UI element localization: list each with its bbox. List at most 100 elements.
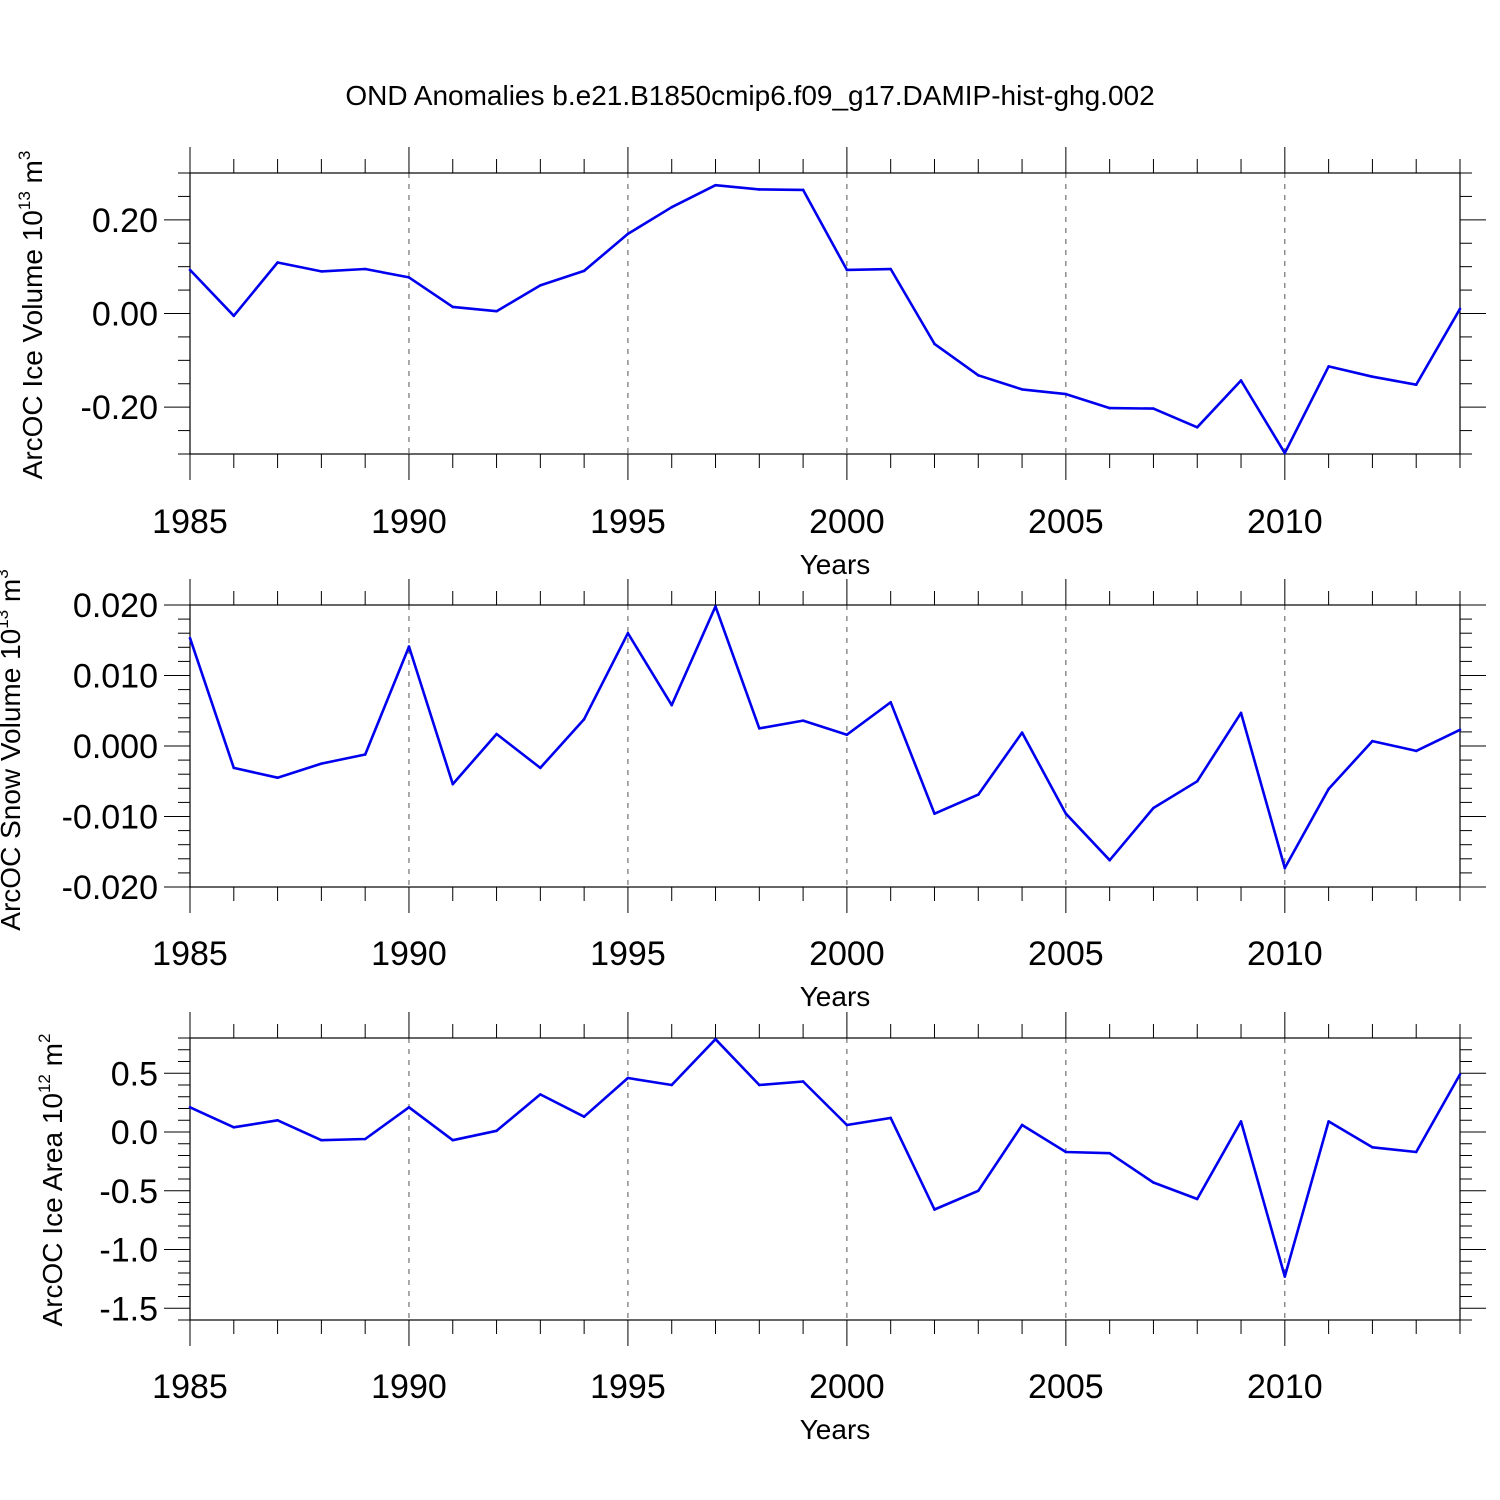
x-tick-label: 1995 [590, 935, 666, 973]
data-point [539, 1093, 542, 1096]
data-point [320, 1138, 323, 1142]
data-point [933, 812, 936, 815]
x-axis-title: Years [800, 981, 871, 1012]
data-point [1195, 1197, 1199, 1201]
y-tick-label: -0.20 [81, 389, 159, 427]
data-point [889, 267, 892, 271]
y-tick-label: -1.5 [99, 1290, 158, 1328]
data-point [276, 261, 279, 264]
plot-frame [189, 172, 1461, 455]
data-point [188, 268, 192, 272]
data-point [1020, 731, 1024, 734]
data-point [582, 717, 586, 721]
data-point [539, 766, 542, 770]
y-tick-label: 0.20 [92, 202, 158, 240]
data-point [1239, 1120, 1243, 1123]
data-point [714, 1037, 717, 1041]
data-point [232, 314, 236, 318]
y-tick-label: 0.020 [73, 587, 158, 625]
data-point [363, 753, 367, 756]
x-tick-label: 2000 [809, 935, 885, 973]
data-point [582, 269, 586, 273]
data-point [276, 776, 279, 780]
data-point [714, 605, 717, 608]
data-point [1152, 407, 1155, 410]
data-point [495, 732, 498, 736]
data-point [1239, 379, 1243, 382]
data-point [451, 1138, 455, 1142]
data-point [363, 1137, 367, 1141]
data-point [1064, 812, 1068, 815]
data-point [1458, 1073, 1462, 1076]
data-point [670, 1083, 674, 1087]
data-point [758, 188, 761, 191]
data-point [495, 1129, 498, 1133]
data-point [801, 188, 805, 192]
y-tick-label: 0.5 [111, 1055, 158, 1093]
data-point [407, 1106, 411, 1109]
data-point [495, 309, 498, 313]
data-point [582, 1115, 586, 1119]
data-point [1458, 728, 1462, 732]
x-tick-label: 2000 [809, 1368, 885, 1406]
x-tick-label: 2000 [809, 503, 885, 541]
data-point [1020, 1123, 1024, 1127]
data-point [758, 727, 761, 730]
data-point [801, 1080, 805, 1083]
data-point [363, 267, 367, 271]
data-point [407, 276, 411, 279]
x-tick-label: 1985 [152, 503, 228, 541]
panel-snow-volume: -0.020 -0.010 0.000 0.010 0.020 1985 1990 1995 2… [0, 569, 1486, 1012]
data-point [1371, 375, 1374, 379]
data-point [451, 305, 455, 309]
data-point [670, 205, 674, 209]
data-point [626, 1076, 630, 1080]
data-point [889, 1116, 892, 1120]
data-point [889, 700, 892, 704]
data-point [320, 762, 323, 765]
data-point [451, 782, 455, 786]
data-point [933, 1208, 936, 1211]
data-point [1239, 711, 1243, 715]
x-tick-label: 1985 [152, 1368, 228, 1406]
x-tick-label: 1995 [590, 1368, 666, 1406]
data-point [976, 374, 980, 377]
data-point [933, 342, 936, 346]
data-point [320, 270, 323, 273]
series-line-ice-volume [189, 183, 1462, 455]
data-point [976, 793, 980, 796]
data-point [714, 183, 717, 187]
data-point [1152, 806, 1155, 810]
x-tick-label: 2005 [1028, 935, 1104, 973]
data-point [626, 232, 630, 236]
data-point [1414, 1150, 1418, 1154]
y-tick-label: 0.0 [111, 1114, 158, 1152]
data-point [188, 1106, 192, 1109]
series-line-snow-volume [188, 605, 1461, 870]
data-point [1108, 1151, 1111, 1155]
x-tick-label: 1995 [590, 503, 666, 541]
y-tick-label: -0.020 [62, 869, 158, 907]
data-point [1371, 1145, 1374, 1149]
panel-ice-area: -1.5 -1.0 -0.5 0.0 0.5 1985 1990 1995 2000 2005 20… [35, 1012, 1486, 1445]
data-point [1020, 388, 1024, 391]
x-tick-label: 2010 [1247, 935, 1323, 973]
data-point [1283, 866, 1287, 870]
data-point [845, 733, 849, 737]
data-point [626, 631, 630, 635]
data-point [845, 1123, 849, 1127]
y-tick-label: -0.010 [62, 799, 158, 837]
data-point [1064, 1150, 1068, 1154]
data-point [232, 766, 236, 770]
data-point [1327, 365, 1330, 368]
data-point [1152, 1181, 1155, 1184]
y-tick-label: 0.00 [92, 296, 158, 334]
figure-title: OND Anomalies b.e21.B1850cmip6.f09_g17.D… [345, 80, 1155, 111]
data-point [845, 268, 849, 272]
y-axis-title: ArcOC Ice Area 1012 m2 [35, 1034, 68, 1327]
data-point [188, 636, 192, 640]
data-point [758, 1083, 761, 1087]
data-point [1108, 406, 1111, 410]
